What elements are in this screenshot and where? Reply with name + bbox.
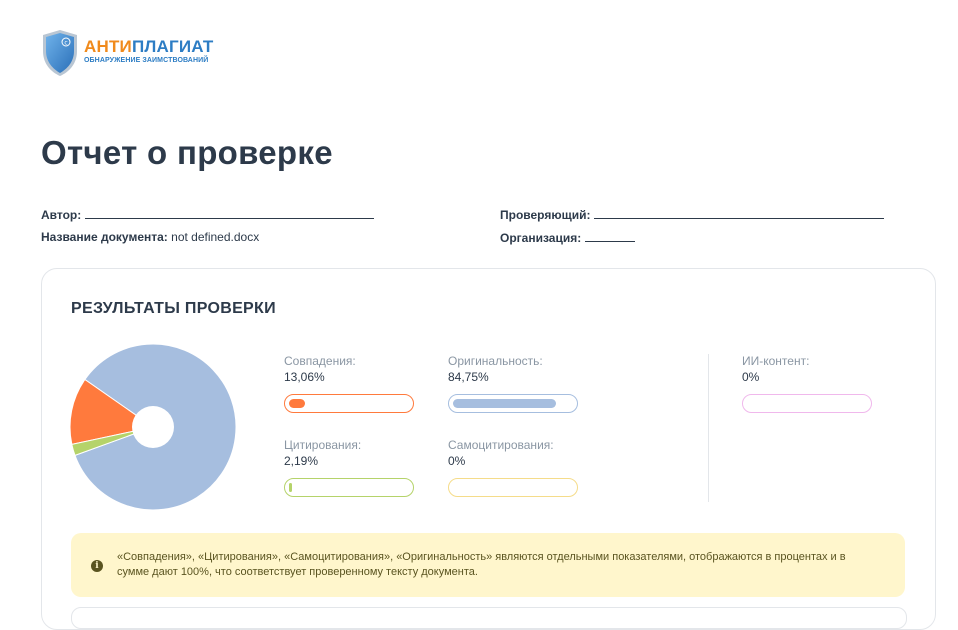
originality-bar (448, 394, 578, 413)
self-citations-bar (448, 478, 578, 497)
pie-slice-3 (71, 426, 154, 457)
matches-bar-fill (289, 399, 305, 408)
author-blank (84, 207, 374, 219)
info-note: i «Совпадения», «Цитирования», «Самоцити… (71, 533, 905, 597)
page-title: Отчет о проверке (41, 134, 333, 171)
pie-center-hole (132, 406, 174, 448)
ai-content-metric: ИИ-контент: 0% (742, 354, 809, 384)
originality-label: Оригинальность: (448, 354, 543, 368)
self-citations-label: Самоцитирования: (448, 438, 554, 452)
document-value: not defined.docx (171, 230, 260, 244)
citations-label: Цитирования: (284, 438, 362, 452)
organization-label: Организация: (500, 231, 582, 245)
originality-metric: Оригинальность: 84,75% (448, 354, 543, 384)
info-icon: i (91, 560, 103, 572)
antiplagiat-logo: c АНТИПЛАГИАТ ОБНАРУЖЕНИЕ ЗАИМСТВОВАНИЙ (41, 29, 213, 77)
author-field: Автор: (41, 207, 374, 222)
originality-bar-fill (453, 399, 557, 408)
document-field: Название документа: not defined.docx (41, 230, 259, 244)
reviewer-blank (593, 207, 884, 219)
results-card: РЕЗУЛЬТАТЫ ПРОВЕРКИ Совпадения: 13,06% О… (41, 268, 936, 630)
reviewer-field: Проверяющий: (500, 207, 884, 222)
shield-logo-icon: c (43, 30, 77, 76)
citations-bar-fill (289, 483, 292, 492)
next-section-box (71, 607, 907, 629)
organization-blank (584, 230, 635, 242)
originality-value: 84,75% (448, 370, 489, 384)
logo-brand: АНТИПЛАГИАТ (84, 36, 214, 56)
citations-value: 2,19% (284, 454, 319, 468)
citations-bar (284, 478, 414, 497)
document-label: Название документа: (41, 230, 168, 244)
citations-metric: Цитирования: 2,19% (284, 438, 361, 468)
matches-metric: Совпадения: 13,06% (284, 354, 356, 384)
matches-label: Совпадения: (284, 354, 356, 368)
results-pie-chart (70, 344, 237, 511)
metrics-divider (708, 354, 709, 502)
logo-tagline: ОБНАРУЖЕНИЕ ЗАИМСТВОВАНИЙ (84, 56, 209, 64)
ai-content-label: ИИ-контент: (742, 354, 810, 368)
ai-content-bar (742, 394, 872, 413)
organization-field: Организация: (500, 230, 635, 245)
results-heading: РЕЗУЛЬТАТЫ ПРОВЕРКИ (71, 300, 276, 317)
matches-bar (284, 394, 414, 413)
ai-content-value: 0% (742, 370, 760, 384)
self-citations-metric: Самоцитирования: 0% (448, 438, 554, 468)
reviewer-label: Проверяющий: (500, 208, 591, 222)
author-label: Автор: (41, 208, 82, 222)
info-note-text: «Совпадения», «Цитирования», «Самоцитиро… (117, 551, 846, 578)
self-citations-value: 0% (448, 454, 466, 468)
svg-text:c: c (64, 39, 67, 46)
matches-value: 13,06% (284, 370, 325, 384)
